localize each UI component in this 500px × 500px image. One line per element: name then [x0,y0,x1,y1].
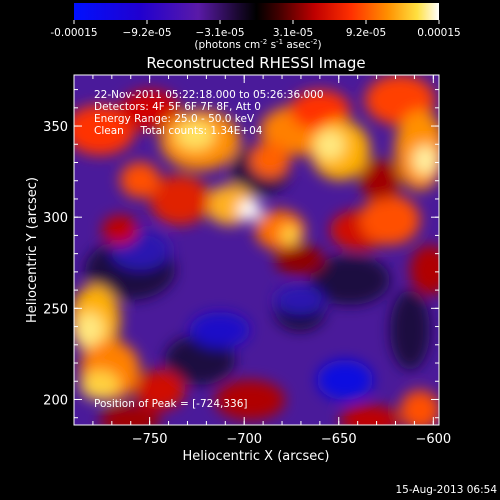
intensity-blob [80,370,120,400]
intensity-blob [74,105,135,155]
intensity-blob [390,290,430,370]
intensity-blob [190,312,250,348]
colorbar-tick-label: -0.00015 [50,27,97,39]
intensity-blob [310,255,390,305]
intensity-blob [410,245,439,295]
heatmap-image [74,75,439,425]
colorbar-tick-label: −3.1e-05 [195,27,244,39]
colorbar-tick-label: 9.2e-05 [346,27,386,39]
info-line-energy: Energy Range: 25.0 - 50.0 keV [94,113,255,125]
chart-title: Reconstructed RHESSI Image [146,54,365,72]
peak-position-label: Position of Peak = [-724,336] [94,398,248,410]
colorbar-tick-label: −9.2e-05 [122,27,171,39]
y-tick-label: 350 [43,120,68,135]
y-axis-label: Heliocentric Y (arcsec) [25,177,40,323]
info-line-detectors: Detectors: 4F 5F 6F 7F 8F, Att 0 [94,101,261,113]
intensity-blob [120,162,160,198]
intensity-blob [250,142,290,178]
intensity-blob [400,390,439,425]
y-tick-label: 200 [43,393,68,408]
colorbar-gradient [74,3,439,20]
intensity-blob [215,380,285,420]
y-tick-label: 250 [43,302,68,317]
intensity-blob [360,160,400,200]
intensity-blob [275,245,325,275]
axis-ticks [74,75,439,425]
intensity-blob [175,120,215,150]
x-tick-label: −650 [321,432,357,447]
intensity-blob [275,285,325,315]
colorbar-tick-label: 0.00015 [417,27,460,39]
intensity-blob [150,175,210,225]
intensity-blob [76,312,104,348]
x-tick-label: −600 [415,432,451,447]
intensity-blob [340,405,400,425]
intensity-blob [238,200,262,220]
x-tick-label: −700 [226,432,262,447]
colorbar: -0.00015 −9.2e-05 −3.1e-05 3.1e-05 9.2e-… [50,3,461,51]
x-axis-label: Heliocentric X (arcsec) [183,449,330,464]
intensity-blob [120,90,180,130]
info-line-time: 22-Nov-2011 05:22:18.000 to 05:26:36.000 [94,89,324,101]
intensity-blob [280,225,300,245]
info-line-counts: Clean Total counts: 1.34E+04 [94,125,263,137]
colorbar-tick-label: 3.1e-05 [273,27,313,39]
y-tick-label: 300 [43,211,68,226]
intensity-blob [413,145,437,175]
intensity-blob [100,405,160,425]
intensity-blob [102,215,138,245]
colorbar-units: (photons cm-2 s-1 asec-2) [194,38,321,51]
intensity-blob [360,195,420,245]
intensity-blob [315,130,345,160]
footer-timestamp: 15-Aug-2013 06:54 [395,484,497,496]
intensity-blob [290,90,350,130]
observation-info: 22-Nov-2011 05:22:18.000 to 05:26:36.000… [94,89,324,137]
intensity-blob [135,370,185,410]
x-tick-label: −750 [132,432,168,447]
intensity-blob [317,360,373,400]
plot-frame [73,74,440,426]
colorbar-ticks [73,20,440,24]
